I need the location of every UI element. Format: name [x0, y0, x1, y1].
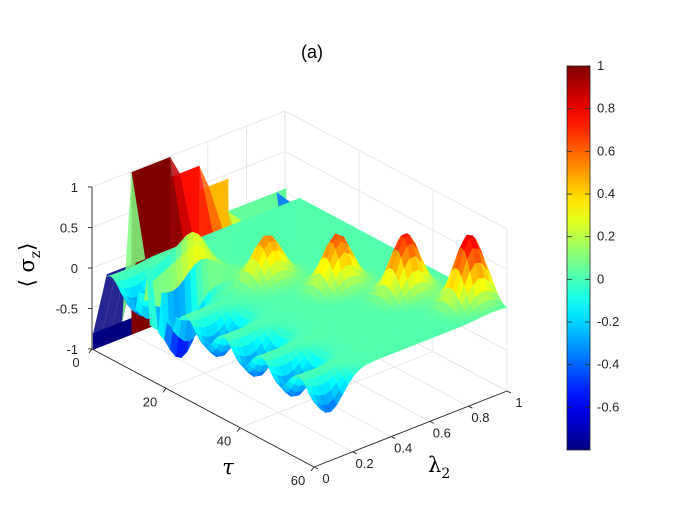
x-tick-label: 40: [217, 434, 231, 449]
wall-slope: [247, 199, 271, 214]
wall-slope: [208, 182, 233, 229]
y-tick: [468, 405, 473, 409]
grid-line: [130, 333, 353, 453]
x-tick: [310, 466, 315, 472]
colorbar-ticks: 1 0.8 0.6 0.4 0.2 0 -0.2 -0.4 -0.6: [567, 58, 619, 414]
colorbar-tick-label: 1: [597, 58, 604, 73]
x-tick-label: 20: [143, 394, 157, 409]
x-tick-label: 0: [72, 355, 79, 370]
colorbar-tick-label: 0.8: [597, 101, 615, 116]
wall-slope: [189, 166, 213, 237]
y-axis-label: λ2: [428, 453, 450, 482]
z-tick-label: 0.5: [60, 221, 78, 236]
z-tick-label: -0.5: [56, 302, 78, 317]
svg-text:⟨ σz⟩: ⟨ σz⟩: [15, 243, 44, 288]
wall-slope: [151, 161, 175, 252]
z-tick-label: 1: [71, 180, 78, 195]
wall-slope: [170, 157, 194, 244]
colorbar-tick-label: 0.2: [597, 229, 615, 244]
surface-plot: [92, 156, 508, 414]
chart-title: (a): [301, 42, 323, 62]
colorbar-tick-label: 0: [597, 271, 604, 286]
colorbar: 1 0.8 0.6 0.4 0.2 0 -0.2 -0.4 -0.6: [566, 58, 619, 451]
y-tick-label: 0.6: [433, 425, 451, 440]
wall-slope: [141, 164, 165, 256]
y-tick-label: 0.2: [356, 456, 374, 471]
wall-slope: [237, 203, 262, 218]
y-tick: [429, 420, 435, 424]
wall-slope: [180, 169, 204, 240]
grid-line: [91, 110, 286, 188]
wall-slope: [228, 207, 252, 221]
tick-labels: 0 20 40 60 0 0.2 0.4 0.6 0.8 1 -1 -0.5 0 0.5 1: [56, 180, 523, 488]
x-axis-line: [91, 348, 315, 468]
z-tick-label: 0: [71, 261, 78, 276]
wall-slope: [199, 166, 223, 233]
y-tick-label: 0.8: [471, 410, 489, 425]
z-tick-label: -1: [66, 342, 78, 357]
wall-slope: [257, 196, 281, 210]
colorbar-tick-label: 0.6: [597, 143, 615, 158]
y-tick-label: 0: [322, 471, 329, 486]
colorbar-tick-label: -0.2: [597, 314, 619, 329]
y-tick-label: 1: [515, 395, 522, 410]
x-tick: [236, 427, 241, 432]
y-tick: [506, 390, 512, 394]
grid-line: [284, 110, 508, 230]
y-tick: [390, 436, 396, 440]
x-tick: [88, 348, 93, 354]
z-axis-label: ⟨ σz⟩: [15, 243, 44, 288]
colorbar-gradient: [566, 65, 591, 451]
wall-slope: [93, 270, 117, 334]
wall-slope: [160, 157, 184, 248]
colorbar-tick-label: -0.6: [597, 399, 619, 414]
colorbar-tick-label: 0.4: [597, 186, 615, 201]
y-axis-line: [313, 390, 508, 468]
colorbar-tick-label: -0.4: [597, 357, 619, 372]
y-tick: [352, 451, 357, 455]
wall-slope: [218, 182, 242, 225]
surface-patch: [310, 397, 320, 409]
x-tick: [162, 388, 167, 393]
y-tick-label: 0.4: [394, 441, 412, 456]
x-axis-label: τ: [222, 455, 234, 479]
y-tick: [313, 466, 319, 470]
wall-slope: [131, 168, 156, 259]
x-tick-label: 60: [291, 473, 305, 488]
